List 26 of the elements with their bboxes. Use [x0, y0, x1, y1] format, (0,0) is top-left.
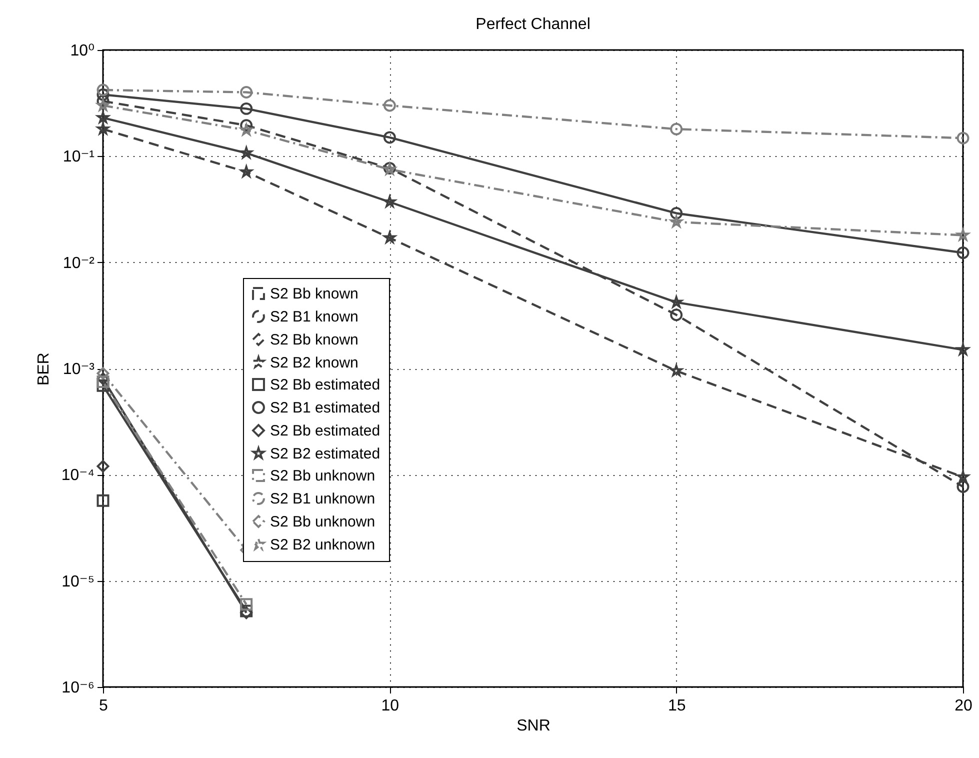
legend-label: S2 B2 unknown	[270, 536, 376, 554]
y-tick-label: 10⁻³	[62, 361, 96, 378]
legend-label: S2 Bb unknown	[270, 468, 376, 484]
y-tick-label: 10⁻⁶	[62, 680, 94, 696]
legend-label: S2 B2 known	[270, 354, 358, 372]
legend-label: S2 B1 unknown	[270, 490, 376, 508]
chart-title: Perfect Channel	[476, 16, 590, 33]
y-tick-label: 10⁻¹	[62, 148, 94, 166]
y-tick-label: 10⁻⁵	[62, 573, 94, 590]
legend-label: S2 B1 known	[270, 308, 358, 326]
x-tick-label: 5	[99, 698, 108, 714]
legend-label: S2 Bb estimated	[270, 422, 380, 440]
y-tick-label: 10⁻²	[62, 254, 96, 272]
x-tick-label: 15	[668, 698, 686, 714]
x-axis-title: SNR	[516, 718, 550, 734]
y-tick-label: 10⁻⁴	[61, 467, 95, 484]
legend-label: S2 Bb estimated	[270, 376, 380, 394]
legend-label: S2 Bb known	[270, 286, 358, 302]
legend-label: S2 B1 estimated	[270, 400, 380, 416]
legend-label: S2 Bb unknown	[270, 514, 376, 530]
x-tick-label: 10	[381, 698, 400, 714]
legend-label: S2 B2 estimated	[270, 446, 380, 462]
legend-label: S2 Bb known	[270, 332, 358, 348]
x-tick-label: 20	[954, 698, 972, 714]
y-axis-title: BER	[35, 352, 52, 386]
y-tick-label: 10⁰	[70, 42, 94, 60]
